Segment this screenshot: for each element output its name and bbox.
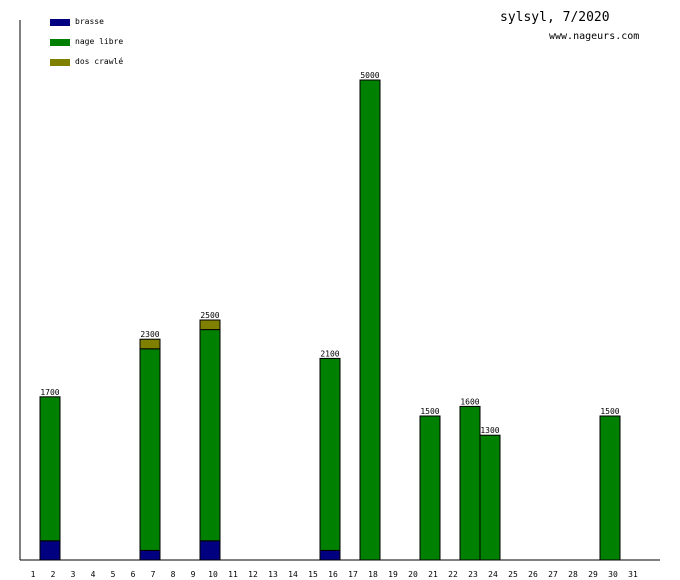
bar-segment-nage-libre	[139, 348, 161, 551]
legend-label-dos-crawle: dos crawlé	[75, 57, 124, 66]
x-tick-labels: 1 2 3 4 5 6 7 8 9 10 11 12 13 14 15 16 17 18 19 20 21 22 23 24 2…	[31, 570, 638, 579]
legend-swatch-nage-libre	[50, 39, 70, 46]
x-tick-label: 12	[248, 570, 258, 579]
bar-segment-nage-libre	[359, 79, 381, 561]
chart-title: sylsyl, 7/2020	[500, 10, 610, 25]
x-tick-label: 2	[51, 570, 56, 579]
bar-segment-nage-libre	[39, 396, 61, 542]
x-tick-label: 18	[368, 570, 378, 579]
bar-total-label: 1500	[600, 407, 619, 416]
x-tick-label: 21	[428, 570, 438, 579]
bars-layer	[39, 79, 621, 561]
bar-segment-dos-crawlé	[139, 338, 161, 350]
x-tick-label: 31	[628, 570, 638, 579]
bar-segment-nage-libre	[419, 415, 441, 561]
bar-total-label: 1700	[40, 388, 59, 397]
x-tick-label: 6	[131, 570, 136, 579]
x-tick-label: 25	[508, 570, 518, 579]
x-tick-label: 5	[111, 570, 116, 579]
bar-total-label: 2500	[200, 311, 219, 320]
bar-segment-brasse	[139, 549, 161, 561]
bar-total-label: 1600	[460, 397, 479, 406]
total-labels-layer: 1700 2300 2500 2100 5000 1500 1600 1300 1500	[40, 71, 619, 435]
bar-total-label: 1500	[420, 407, 439, 416]
x-tick-label: 9	[191, 570, 196, 579]
legend-label-brasse: brasse	[75, 17, 104, 26]
x-tick-label: 24	[488, 570, 498, 579]
bar-segment-nage-libre	[479, 434, 501, 561]
x-tick-label: 11	[228, 570, 238, 579]
bar-segment-nage-libre	[319, 357, 341, 551]
x-tick-label: 22	[448, 570, 458, 579]
x-tick-label: 10	[208, 570, 218, 579]
bar-segment-brasse	[319, 549, 341, 561]
x-tick-label: 7	[151, 570, 156, 579]
bar-total-label: 5000	[360, 71, 379, 80]
x-tick-label: 19	[388, 570, 398, 579]
x-tick-label: 13	[268, 570, 278, 579]
bar-segment-brasse	[39, 540, 61, 561]
x-tick-label: 8	[171, 570, 176, 579]
bar-segment-dos-crawlé	[199, 319, 221, 331]
x-tick-label: 27	[548, 570, 558, 579]
x-tick-label: 23	[468, 570, 478, 579]
bar-segment-nage-libre	[599, 415, 621, 561]
x-tick-label: 20	[408, 570, 418, 579]
x-tick-label: 14	[288, 570, 298, 579]
x-tick-label: 26	[528, 570, 538, 579]
x-tick-label: 29	[588, 570, 598, 579]
x-tick-label: 30	[608, 570, 618, 579]
bar-total-label: 2100	[320, 349, 339, 358]
legend-swatch-brasse	[50, 19, 70, 26]
bar-segment-nage-libre	[199, 329, 221, 542]
x-tick-label: 17	[348, 570, 358, 579]
x-tick-label: 15	[308, 570, 318, 579]
x-tick-label: 1	[31, 570, 36, 579]
bar-segment-nage-libre	[459, 405, 481, 561]
x-tick-label: 3	[71, 570, 76, 579]
legend-label-nage-libre: nage libre	[75, 37, 124, 46]
x-tick-label: 16	[328, 570, 338, 579]
x-tick-label: 28	[568, 570, 578, 579]
x-tick-label: 4	[91, 570, 96, 579]
chart-subtitle: www.nageurs.com	[549, 31, 640, 42]
bar-total-label: 2300	[140, 330, 159, 339]
legend-swatch-dos-crawle	[50, 59, 70, 66]
bar-segment-brasse	[199, 540, 221, 561]
bar-total-label: 1300	[480, 426, 499, 435]
